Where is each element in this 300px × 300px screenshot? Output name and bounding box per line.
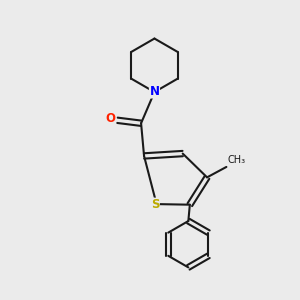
- Text: N: N: [149, 85, 160, 98]
- Text: CH₃: CH₃: [228, 155, 246, 166]
- Text: S: S: [151, 198, 159, 211]
- Text: O: O: [106, 112, 116, 125]
